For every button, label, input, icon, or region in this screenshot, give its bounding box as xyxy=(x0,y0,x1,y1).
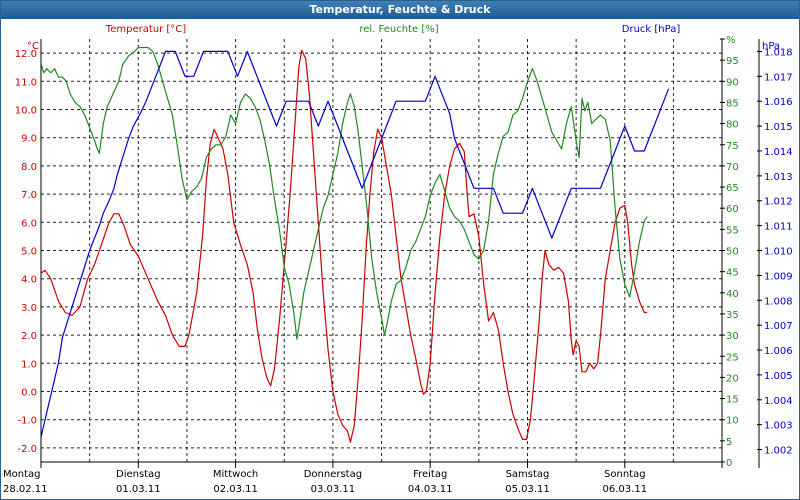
series-line-humidity xyxy=(40,46,648,340)
series-label-pressure: Druck [hPa] xyxy=(622,24,681,35)
series-lines xyxy=(40,46,670,443)
pressure-tick-label: 1.011 xyxy=(764,222,793,233)
humidity-tick-label: % xyxy=(726,35,736,46)
x-day-label: Montag xyxy=(3,469,40,480)
temperature-tick-label: 6.0 xyxy=(21,218,37,229)
humidity-tick-label: 65 xyxy=(726,183,739,194)
pressure-tick-label: 1.004 xyxy=(764,396,793,407)
x-day-label: Mittwoch xyxy=(213,469,258,480)
humidity-tick-label: 25 xyxy=(726,352,739,363)
pressure-tick-label: 1.006 xyxy=(764,346,793,357)
temperature-tick-label: 11.0 xyxy=(15,77,37,88)
pressure-tick-label: 1.015 xyxy=(764,122,793,133)
temperature-tick-label: 3.0 xyxy=(21,303,37,314)
series-label-temperature: Temperatur [°C] xyxy=(105,24,186,35)
x-date-label: 02.03.11 xyxy=(213,484,258,495)
series-line-pressure xyxy=(40,50,670,438)
pressure-tick-label: 1.007 xyxy=(764,321,793,332)
humidity-tick-label: 20 xyxy=(726,373,739,384)
temperature-unit-label: °C xyxy=(27,41,39,52)
humidity-tick-label: 35 xyxy=(726,310,739,321)
pressure-tick-label: 1.002 xyxy=(764,446,793,457)
grid xyxy=(40,39,722,462)
humidity-tick-label: 80 xyxy=(726,120,739,131)
humidity-tick-label: 85 xyxy=(726,98,739,109)
x-day-label: Samstag xyxy=(506,469,550,480)
humidity-tick-label: 15 xyxy=(726,395,739,406)
pressure-unit-label: hPa xyxy=(762,41,780,52)
series-line-temperature xyxy=(40,49,648,443)
pressure-tick-label: 1.010 xyxy=(764,247,793,258)
humidity-tick-label: 5 xyxy=(726,437,732,448)
x-day-label: Dienstag xyxy=(116,469,161,480)
humidity-tick-label: 90 xyxy=(726,77,739,88)
humidity-tick-label: 10 xyxy=(726,416,739,427)
pressure-tick-label: 1.016 xyxy=(764,97,793,108)
humidity-tick-label: 30 xyxy=(726,331,739,342)
humidity-tick-label: 45 xyxy=(726,268,739,279)
temperature-tick-label: 7.0 xyxy=(21,190,37,201)
temperature-tick-label: 5.0 xyxy=(21,247,37,258)
series-label-humidity: rel. Feuchte [%] xyxy=(359,24,438,35)
humidity-tick-label: 95 xyxy=(726,56,739,67)
temperature-tick-label: 10.0 xyxy=(15,106,37,117)
x-day-label: Freitag xyxy=(413,469,447,480)
axes xyxy=(40,38,762,468)
x-day-label: Sonntag xyxy=(604,469,646,480)
axis-labels: Temperatur [°C] rel. Feuchte [%] Druck [hP… xyxy=(3,24,793,495)
humidity-tick-label: 55 xyxy=(726,225,739,236)
humidity-tick-label: 70 xyxy=(726,162,739,173)
pressure-tick-label: 1.017 xyxy=(764,72,793,83)
pressure-tick-label: 1.013 xyxy=(764,172,793,183)
humidity-tick-label: 40 xyxy=(726,289,739,300)
temperature-tick-label: 0.0 xyxy=(21,388,37,399)
temperature-tick-label: 2.0 xyxy=(21,331,37,342)
x-date-label: 01.03.11 xyxy=(116,484,161,495)
temperature-tick-label: 1.0 xyxy=(21,359,37,370)
temperature-tick-label: -2.0 xyxy=(17,444,37,455)
x-date-label: 28.02.11 xyxy=(3,484,48,495)
pressure-tick-label: 1.008 xyxy=(764,296,793,307)
x-day-label: Donnerstag xyxy=(304,469,362,480)
temperature-tick-label: 12.0 xyxy=(15,49,37,60)
weather-chart: Temperatur [°C] rel. Feuchte [%] Druck [hP… xyxy=(3,24,793,495)
pressure-tick-label: 1.018 xyxy=(764,47,793,58)
x-date-label: 03.03.11 xyxy=(311,484,356,495)
x-date-label: 04.03.11 xyxy=(408,484,453,495)
x-date-label: 05.03.11 xyxy=(505,484,550,495)
x-date-label: 06.03.11 xyxy=(603,484,648,495)
pressure-tick-label: 1.005 xyxy=(764,371,793,382)
pressure-tick-label: 1.009 xyxy=(764,271,793,282)
temperature-tick-label: 9.0 xyxy=(21,134,37,145)
pressure-tick-label: 1.012 xyxy=(764,197,793,208)
temperature-tick-label: 8.0 xyxy=(21,162,37,173)
humidity-tick-label: 60 xyxy=(726,204,739,215)
window-title: Temperatur, Feuchte & Druck xyxy=(1,1,799,19)
pressure-tick-label: 1.003 xyxy=(764,421,793,432)
humidity-tick-label: 0 xyxy=(726,458,732,469)
humidity-tick-label: 50 xyxy=(726,247,739,258)
temperature-tick-label: 4.0 xyxy=(21,275,37,286)
pressure-tick-label: 1.014 xyxy=(764,147,793,158)
temperature-tick-label: -1.0 xyxy=(17,416,37,427)
humidity-tick-label: 75 xyxy=(726,141,739,152)
